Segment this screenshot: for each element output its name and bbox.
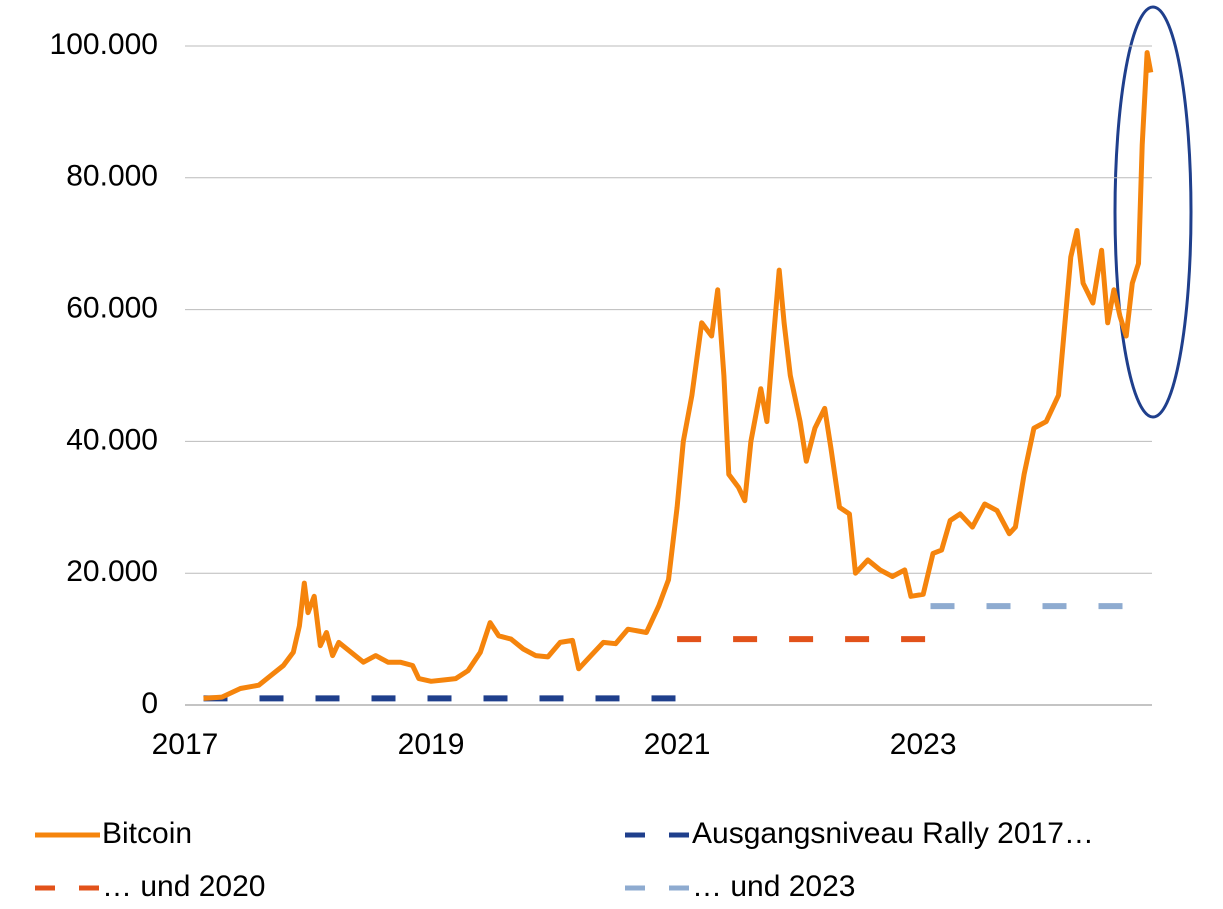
series-line	[203, 50, 1154, 701]
legend-label: Bitcoin	[102, 817, 192, 850]
x-tick-label: 2021	[644, 728, 711, 761]
highlight-ellipse	[1113, 5, 1193, 419]
y-tick-label: 100.000	[50, 28, 158, 61]
y-tick-label: 0	[141, 687, 158, 720]
y-tick-label: 80.000	[66, 160, 158, 193]
x-tick-label: 2017	[152, 728, 219, 761]
legend-label: … und 2023	[692, 870, 855, 903]
legend-label: … und 2020	[102, 870, 265, 903]
y-tick-label: 60.000	[66, 292, 158, 325]
y-tick-label: 40.000	[66, 423, 158, 456]
y-tick-label: 20.000	[66, 555, 158, 588]
x-tick-label: 2019	[398, 728, 465, 761]
x-tick-label: 2023	[890, 728, 957, 761]
legend-label: Ausgangsniveau Rally 2017…	[692, 817, 1094, 850]
